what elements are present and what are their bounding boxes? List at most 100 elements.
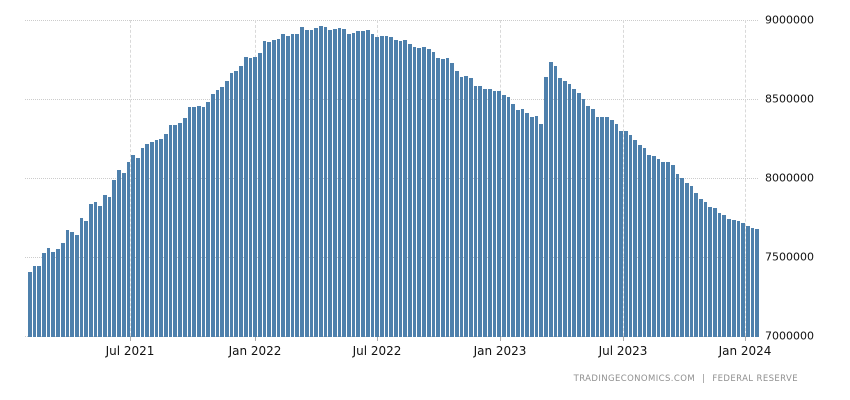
data-bar[interactable] — [586, 105, 591, 337]
data-bar[interactable] — [680, 178, 684, 337]
data-bar[interactable] — [342, 28, 347, 337]
data-bar[interactable] — [314, 27, 318, 337]
data-bar[interactable] — [126, 162, 131, 337]
data-bar[interactable] — [211, 94, 215, 337]
data-bar[interactable] — [375, 37, 379, 337]
data-bar[interactable] — [530, 117, 534, 337]
data-bar[interactable] — [281, 34, 286, 337]
data-bar[interactable] — [633, 139, 637, 337]
data-bar[interactable] — [117, 169, 121, 337]
data-bar[interactable] — [445, 58, 450, 337]
data-bar[interactable] — [65, 229, 70, 337]
data-bar[interactable] — [699, 199, 703, 337]
data-bar[interactable] — [103, 195, 107, 337]
data-bar[interactable] — [356, 31, 361, 337]
data-bar[interactable] — [304, 29, 309, 337]
data-bar[interactable] — [229, 73, 234, 337]
data-bar[interactable] — [295, 34, 300, 337]
data-bar[interactable] — [755, 229, 759, 337]
data-bar[interactable] — [145, 144, 149, 337]
data-bar[interactable] — [196, 106, 201, 337]
data-bar[interactable] — [426, 48, 431, 337]
data-bar[interactable] — [750, 228, 755, 337]
data-bar[interactable] — [614, 124, 619, 337]
data-bar[interactable] — [516, 109, 520, 337]
data-bar[interactable] — [694, 192, 698, 337]
data-bar[interactable] — [572, 89, 576, 337]
data-bar[interactable] — [412, 47, 417, 337]
data-bar[interactable] — [600, 116, 605, 337]
data-bar[interactable] — [745, 225, 750, 337]
data-bar[interactable] — [140, 147, 145, 337]
data-bar[interactable] — [182, 117, 187, 337]
data-bar[interactable] — [84, 220, 88, 337]
data-bar[interactable] — [253, 57, 257, 337]
data-bar[interactable] — [605, 116, 609, 337]
data-bar[interactable] — [257, 53, 262, 337]
data-bar[interactable] — [347, 33, 351, 337]
data-bar[interactable] — [656, 159, 661, 337]
data-bar[interactable] — [93, 202, 98, 337]
data-bar[interactable] — [652, 156, 656, 337]
data-bar[interactable] — [98, 205, 103, 337]
data-bar[interactable] — [79, 217, 84, 337]
data-bar[interactable] — [135, 157, 140, 337]
data-bar[interactable] — [173, 125, 178, 337]
data-bar[interactable] — [483, 88, 487, 337]
data-bar[interactable] — [464, 75, 469, 337]
data-bar[interactable] — [436, 58, 440, 337]
data-bar[interactable] — [234, 71, 239, 337]
data-bar[interactable] — [267, 42, 271, 337]
data-bar[interactable] — [365, 30, 370, 337]
data-bar[interactable] — [666, 162, 670, 337]
data-bar[interactable] — [28, 272, 32, 337]
data-bar[interactable] — [703, 202, 708, 337]
data-bar[interactable] — [478, 85, 483, 337]
data-bar[interactable] — [42, 253, 46, 337]
attribution-site-link[interactable]: TRADINGECONOMICS.COM — [573, 374, 696, 384]
data-bar[interactable] — [328, 29, 332, 337]
data-bar[interactable] — [178, 123, 182, 337]
data-bar[interactable] — [623, 130, 628, 337]
data-bar[interactable] — [192, 107, 196, 337]
data-bar[interactable] — [394, 40, 398, 337]
data-bar[interactable] — [168, 124, 173, 337]
data-bar[interactable] — [558, 78, 562, 337]
data-bar[interactable] — [318, 25, 323, 337]
data-bar[interactable] — [534, 116, 539, 337]
data-bar[interactable] — [727, 218, 731, 337]
data-bar[interactable] — [403, 39, 408, 337]
data-bar[interactable] — [379, 36, 384, 337]
data-bar[interactable] — [361, 30, 365, 337]
data-bar[interactable] — [290, 34, 295, 337]
data-bar[interactable] — [731, 219, 736, 337]
data-bar[interactable] — [591, 109, 595, 337]
data-bar[interactable] — [164, 134, 168, 337]
data-bar[interactable] — [398, 40, 403, 337]
data-bar[interactable] — [501, 94, 506, 337]
data-bar[interactable] — [337, 27, 342, 337]
data-bar[interactable] — [215, 89, 220, 337]
data-bar[interactable] — [736, 220, 741, 337]
data-bar[interactable] — [248, 58, 253, 337]
data-bar[interactable] — [51, 251, 56, 337]
data-bar[interactable] — [459, 76, 464, 337]
data-bar[interactable] — [722, 215, 727, 337]
data-bar[interactable] — [112, 180, 117, 337]
data-bar[interactable] — [647, 154, 652, 337]
data-bar[interactable] — [473, 85, 478, 337]
data-bar[interactable] — [408, 43, 412, 337]
data-bar[interactable] — [548, 62, 553, 337]
data-bar[interactable] — [562, 80, 567, 337]
data-bar[interactable] — [520, 109, 525, 337]
data-bar[interactable] — [567, 84, 572, 337]
data-bar[interactable] — [422, 46, 426, 337]
data-bar[interactable] — [74, 235, 79, 337]
data-bar[interactable] — [243, 56, 248, 337]
data-bar[interactable] — [384, 35, 389, 337]
data-bar[interactable] — [609, 120, 614, 337]
data-bar[interactable] — [131, 154, 135, 337]
data-bar[interactable] — [492, 90, 497, 337]
data-bar[interactable] — [595, 117, 600, 337]
data-bar[interactable] — [370, 34, 375, 337]
